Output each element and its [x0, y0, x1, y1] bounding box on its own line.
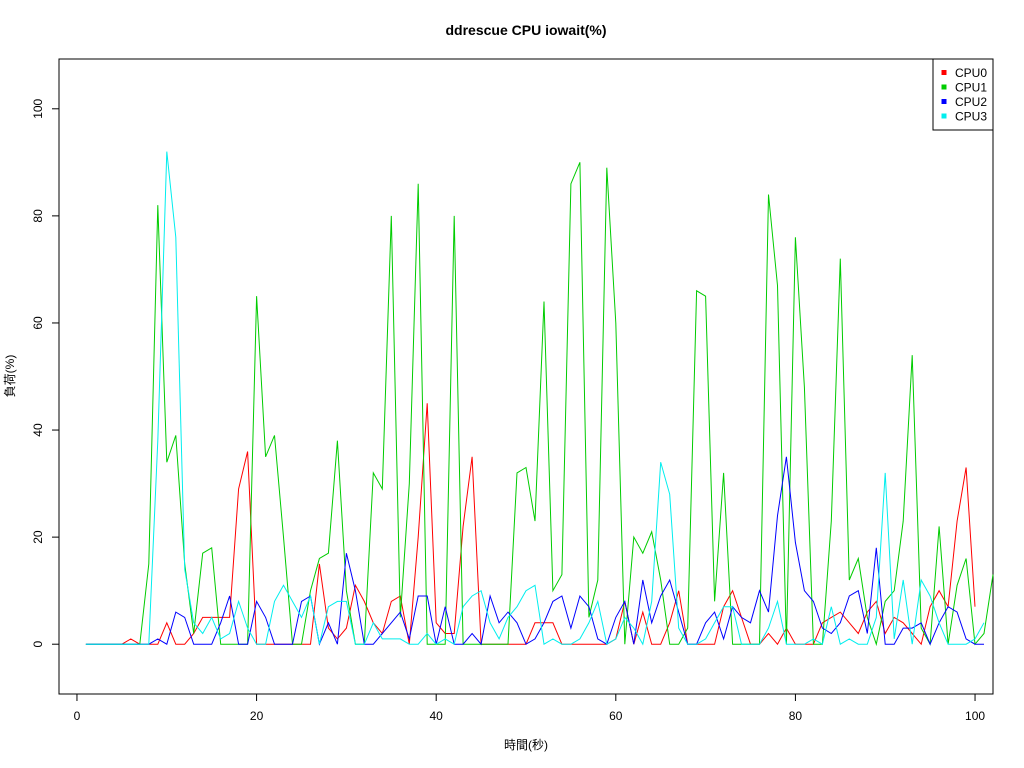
- legend-label-cpu3: CPU3: [955, 110, 987, 124]
- plot-frame: [58, 58, 994, 695]
- series-line-cpu1: [85, 162, 994, 647]
- legend-label-cpu2: CPU2: [955, 95, 987, 109]
- legend-swatch-cpu3: [941, 113, 947, 119]
- y-tick-label: 40: [31, 423, 45, 437]
- legend-label-cpu1: CPU1: [955, 81, 987, 95]
- x-tick-label: 0: [74, 709, 81, 723]
- x-tick-label: 40: [430, 709, 444, 723]
- x-tick-label: 60: [609, 709, 623, 723]
- legend-swatch-cpu1: [941, 84, 947, 90]
- series-lines: [85, 151, 994, 647]
- y-tick-label: 80: [31, 209, 45, 223]
- y-tick-label: 0: [31, 641, 45, 648]
- x-tick-label: 80: [789, 709, 803, 723]
- x-axis: 0 20 40 60 80 100: [74, 693, 985, 723]
- legend-swatch-cpu0: [941, 70, 947, 75]
- y-axis-label: 負荷(%): [3, 355, 17, 398]
- y-tick-label: 60: [31, 316, 45, 330]
- x-tick-label: 100: [965, 709, 985, 723]
- x-tick-label: 20: [250, 709, 264, 723]
- x-axis-label: 時間(秒): [504, 738, 548, 752]
- series-line-cpu0: [85, 403, 976, 646]
- chart-title: ddrescue CPU iowait(%): [445, 22, 606, 38]
- y-axis: 0 20 40 60 80 100: [31, 98, 60, 648]
- legend-swatch-cpu2: [941, 99, 947, 104]
- series-line-cpu3: [85, 151, 985, 646]
- y-tick-label: 20: [31, 530, 45, 544]
- y-tick-label: 100: [31, 98, 45, 118]
- series-line-cpu2: [85, 456, 984, 646]
- legend-label-cpu0: CPU0: [955, 66, 987, 80]
